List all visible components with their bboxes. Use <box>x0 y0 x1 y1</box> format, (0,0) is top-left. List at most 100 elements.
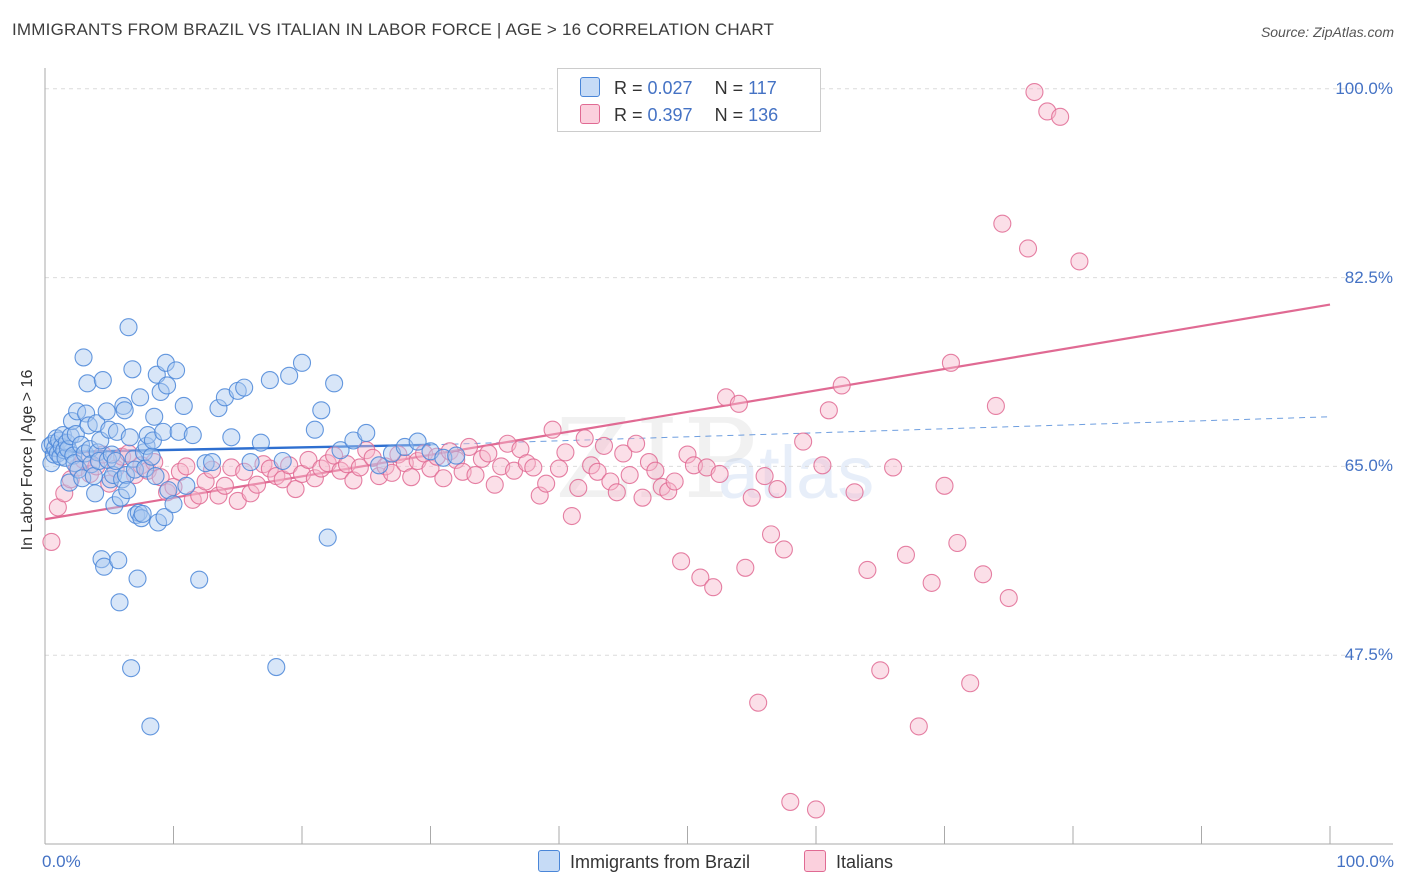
bottom-legend-label: Italians <box>836 852 894 872</box>
italians-point <box>1051 107 1070 126</box>
brazil-point <box>116 465 136 485</box>
brazil-point <box>142 447 161 466</box>
italians-trend-line <box>44 303 1331 521</box>
brazil-point <box>183 426 202 445</box>
italians-point <box>736 558 755 577</box>
brazil-point <box>222 428 241 447</box>
legend-r-label: R = <box>614 105 648 125</box>
italians-point <box>582 456 601 475</box>
legend-row-italians: R = 0.397 N = 136 <box>580 104 778 126</box>
brazil-point <box>138 426 157 445</box>
italians-point <box>235 462 254 481</box>
italians-point <box>832 376 851 395</box>
y-tick-label: 100.0% <box>1335 78 1393 98</box>
italians-point <box>530 486 549 505</box>
italians-point <box>479 444 498 463</box>
brazil-point <box>209 399 228 418</box>
brazil-point <box>127 505 146 524</box>
brazil-point <box>318 528 337 547</box>
brazil-point <box>155 508 174 527</box>
italians-point <box>884 458 903 477</box>
italians-point <box>909 717 928 736</box>
brazil-point <box>158 376 177 395</box>
brazil-point <box>74 348 93 367</box>
italians-point <box>858 560 877 580</box>
italians-point <box>781 792 800 811</box>
brazil-point <box>196 454 215 473</box>
brazil-point <box>169 422 188 441</box>
italians-point <box>659 482 678 501</box>
y-tick-label: 47.5% <box>1344 645 1393 665</box>
brazil-points <box>41 318 466 736</box>
legend-r-value: 0.027 <box>647 78 693 98</box>
italians-point <box>806 800 826 819</box>
brazil-point <box>267 658 286 677</box>
brazil-point <box>154 422 173 441</box>
brazil-point <box>66 424 85 444</box>
legend-n-label: N = <box>714 105 749 125</box>
brazil-point <box>122 659 141 678</box>
y-tick-label: 82.5% <box>1344 267 1393 287</box>
italians-point <box>247 475 267 494</box>
italians-point <box>588 462 607 481</box>
brazil-point <box>312 401 331 420</box>
italians-point <box>710 464 729 483</box>
bottom-legend-italians[interactable]: Italians <box>804 850 893 873</box>
italians-point <box>286 480 305 499</box>
italians-point <box>537 474 556 493</box>
chart-source: Source: ZipAtlas.com <box>1260 24 1394 40</box>
legend: R = 0.027 N = 117 R = 0.397 N = 136 <box>557 68 821 132</box>
italians-point <box>543 420 562 439</box>
italians-point <box>627 434 646 453</box>
brazil-point <box>119 318 138 337</box>
brazil-point <box>146 467 165 486</box>
italians-point <box>845 483 864 502</box>
legend-swatch-italians <box>580 104 600 124</box>
italians-point <box>209 486 228 505</box>
italians-points <box>42 82 1089 819</box>
brazil-point <box>292 353 312 372</box>
italians-point <box>755 467 774 486</box>
brazil-point <box>104 465 123 485</box>
italians-point <box>729 394 748 413</box>
brazil-point <box>128 569 147 588</box>
brazil-point <box>164 495 183 514</box>
bottom-legend-swatch-brazil <box>538 850 560 872</box>
brazil-point <box>325 374 344 393</box>
brazil-point <box>73 469 92 488</box>
italians-point <box>42 532 61 551</box>
italians-point <box>556 443 575 462</box>
legend-swatch-brazil <box>580 77 600 97</box>
bottom-legend-brazil[interactable]: Immigrants from Brazil <box>538 850 750 873</box>
italians-point <box>871 661 890 680</box>
brazil-point <box>105 496 124 515</box>
brazil-point <box>159 481 178 500</box>
italians-point <box>459 437 479 457</box>
italians-point <box>941 353 960 372</box>
italians-point <box>742 488 761 507</box>
italians-point <box>896 545 916 564</box>
italians-point <box>363 448 382 467</box>
x-tick-label: 0.0% <box>42 852 81 871</box>
italians-point <box>594 436 614 455</box>
italians-point <box>1070 252 1089 271</box>
italians-point <box>299 450 318 469</box>
brazil-point <box>203 453 222 472</box>
bottom-legend: Immigrants from Brazil Italians <box>0 850 1406 878</box>
italians-point <box>607 483 626 502</box>
italians-point <box>961 674 980 693</box>
italians-point <box>350 458 369 477</box>
legend-n-value: 117 <box>748 78 777 98</box>
italians-point <box>402 468 421 487</box>
y-axis-label: In Labor Force | Age > 16 <box>19 369 36 551</box>
brazil-point <box>110 593 129 612</box>
brazil-point <box>106 451 125 471</box>
brazil-point <box>331 441 350 460</box>
brazil-point <box>273 451 292 471</box>
brazil-point <box>251 433 270 452</box>
italians-point <box>774 540 793 559</box>
italians-point <box>704 578 723 597</box>
brazil-point <box>305 420 324 439</box>
italians-point <box>601 472 620 491</box>
